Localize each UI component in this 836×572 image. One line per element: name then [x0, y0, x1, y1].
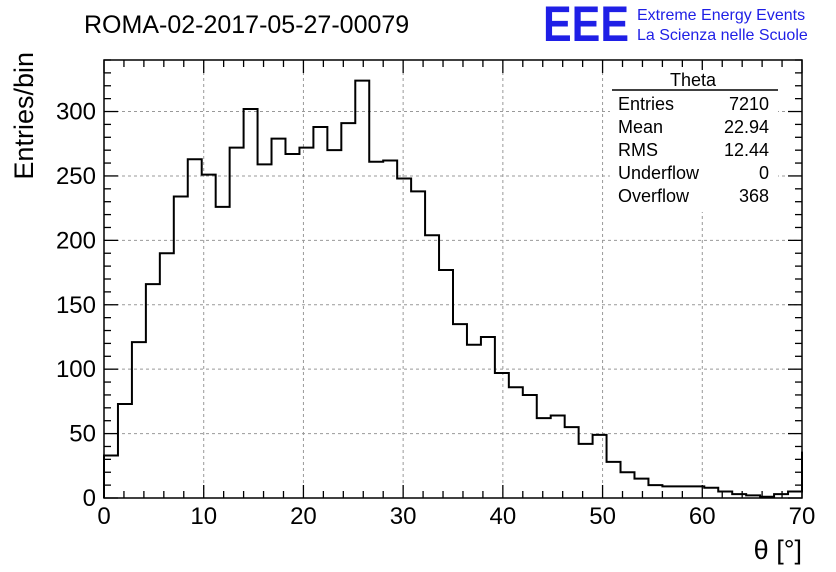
y-tick-labels: 0 50 100 150 200 250 300: [56, 99, 96, 512]
y-axis-label: Entries/bin: [9, 52, 39, 180]
stats-label-overflow: Overflow: [618, 186, 690, 206]
stats-label-underflow: Underflow: [618, 163, 700, 183]
x-tick-label: 50: [589, 503, 616, 530]
stats-value-overflow: 368: [739, 186, 769, 206]
chart-title: ROMA-02-2017-05-27-00079: [84, 11, 409, 39]
grid-lines: [104, 60, 802, 498]
eee-logo: EEE Extreme Energy Events La Scienza nel…: [543, 0, 808, 52]
stats-label-mean: Mean: [618, 117, 663, 137]
stats-label-rms: RMS: [618, 140, 658, 160]
y-tick-label: 50: [69, 421, 96, 448]
stats-value-underflow: 0: [759, 163, 769, 183]
x-tick-label: 0: [97, 503, 110, 530]
y-tick-label: 150: [56, 292, 96, 319]
eee-logo-mark: EEE: [543, 0, 629, 52]
x-tick-label: 40: [490, 503, 517, 530]
stats-value-entries: 7210: [729, 94, 769, 114]
y-tick-label: 0: [83, 485, 96, 512]
logo-line-1: Extreme Energy Events: [637, 7, 805, 24]
y-tick-label: 250: [56, 163, 96, 190]
histogram-series-line: [103, 79, 803, 498]
stats-label-entries: Entries: [618, 94, 674, 114]
logo-line-2: La Scienza nelle Scuole: [637, 27, 808, 44]
stats-value-rms: 12.44: [724, 140, 769, 160]
x-axis-label: θ [°]: [754, 535, 802, 565]
x-tick-label: 70: [789, 503, 816, 530]
stats-title: Theta: [670, 70, 717, 90]
plot-frame: [103, 59, 803, 499]
stats-value-mean: 22.94: [724, 117, 769, 137]
stats-box: Theta Entries 7210 Mean 22.94 RMS 12.44 Underf…: [610, 70, 778, 212]
x-tick-labels: 0 10 20 30 40 50 60 70: [97, 503, 815, 530]
x-tick-label: 20: [290, 503, 317, 530]
y-tick-label: 200: [56, 227, 96, 254]
x-tick-label: 30: [390, 503, 417, 530]
y-tick-label: 300: [56, 99, 96, 126]
x-tick-label: 60: [689, 503, 716, 530]
y-tick-label: 100: [56, 356, 96, 383]
x-tick-label: 10: [190, 503, 217, 530]
